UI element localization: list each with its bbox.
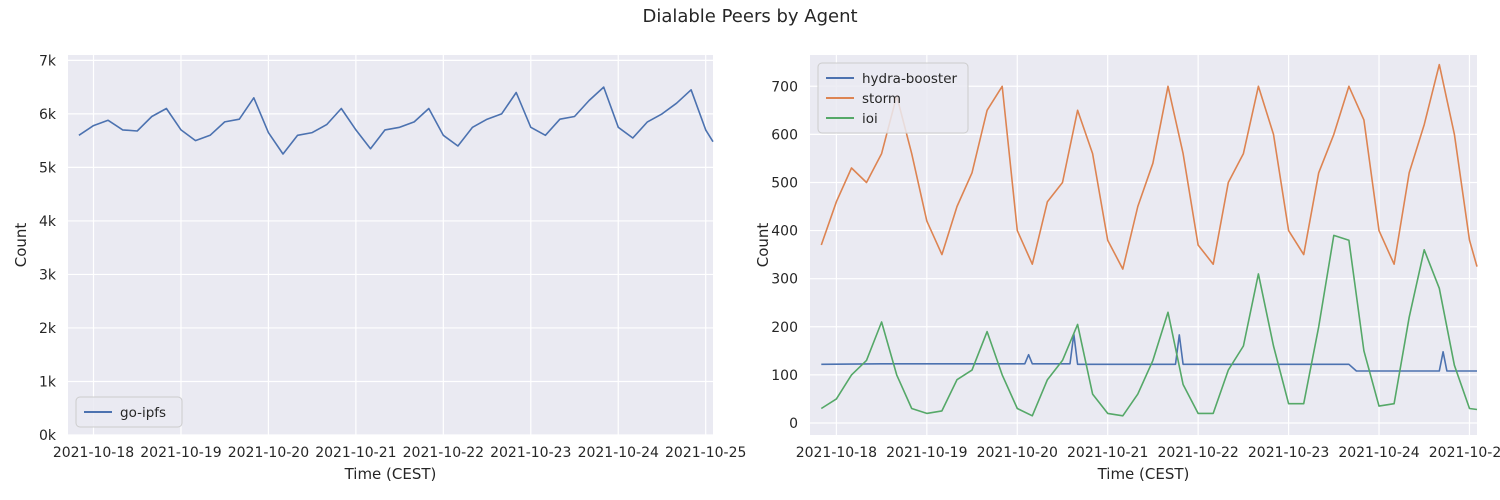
x-tick-label: 2021-10-21 xyxy=(315,445,396,461)
x-tick-label: 2021-10-24 xyxy=(578,445,659,461)
x-tick-label: 2021-10-19 xyxy=(140,445,221,461)
x-tick-label: 2021-10-25 xyxy=(665,445,746,461)
legend-box xyxy=(75,396,183,428)
x-tick-label: 2021-10-24 xyxy=(1338,445,1419,461)
legend-label: hydra-booster xyxy=(862,71,958,87)
x-tick-label: 2021-10-20 xyxy=(977,445,1058,461)
y-tick-label: 0 xyxy=(789,416,798,432)
x-tick-label: 2021-10-21 xyxy=(1067,445,1148,461)
series-line-storm xyxy=(820,63,1478,270)
series-line-go-ipfs xyxy=(78,86,714,155)
legend: hydra-booster storm ioi xyxy=(817,62,969,134)
legend: go-ipfs xyxy=(75,396,183,428)
x-tick-label: 2021-10-25 xyxy=(1429,445,1500,461)
x-axis-label: Time (CEST) xyxy=(1097,465,1190,483)
y-tick-label: 2k xyxy=(39,321,57,337)
x-tick-label: 2021-10-23 xyxy=(1248,445,1329,461)
chart-panel-2: 2021-10-18 2021-10-19 2021-10-20 2021-10-21… xyxy=(754,55,1500,483)
legend-label: go-ipfs xyxy=(120,405,166,421)
y-tick-label: 100 xyxy=(771,368,798,384)
figure-title: Dialable Peers by Agent xyxy=(642,6,858,27)
y-axis-label: Count xyxy=(754,223,772,268)
y-tick-label: 4k xyxy=(39,214,57,230)
x-tick-label: 2021-10-20 xyxy=(228,445,309,461)
y-axis-label: Count xyxy=(12,223,30,268)
series-line-hydra-booster xyxy=(821,333,1477,372)
x-tick-label: 2021-10-19 xyxy=(886,445,967,461)
series-line-ioi xyxy=(820,234,1478,417)
x-tick-label: 2021-10-18 xyxy=(796,445,877,461)
chart-panel-1: 2021-10-18 2021-10-19 2021-10-20 2021-10-21… xyxy=(12,53,746,483)
x-axis-label: Time (CEST) xyxy=(344,465,437,483)
y-tick-label: 200 xyxy=(771,320,798,336)
x-tick-label: 2021-10-23 xyxy=(490,445,571,461)
legend-box xyxy=(817,62,969,134)
y-tick-label: 6k xyxy=(39,107,57,123)
y-tick-label: 3k xyxy=(39,267,57,283)
y-tick-label: 600 xyxy=(771,127,798,143)
legend-label: storm xyxy=(862,91,901,107)
y-tick-label: 500 xyxy=(771,175,798,191)
x-tick-label: 2021-10-22 xyxy=(403,445,484,461)
y-tick-label: 700 xyxy=(771,79,798,95)
legend-label: ioi xyxy=(862,111,878,127)
y-tick-label: 1k xyxy=(39,374,57,390)
plot-area xyxy=(68,55,713,435)
y-tick-label: 400 xyxy=(771,224,798,240)
y-tick-label: 0k xyxy=(39,428,57,444)
y-tick-label: 5k xyxy=(39,160,57,176)
x-tick-label: 2021-10-22 xyxy=(1157,445,1238,461)
x-tick-label: 2021-10-18 xyxy=(53,445,134,461)
y-tick-label: 7k xyxy=(39,53,57,69)
y-tick-label: 300 xyxy=(771,272,798,288)
